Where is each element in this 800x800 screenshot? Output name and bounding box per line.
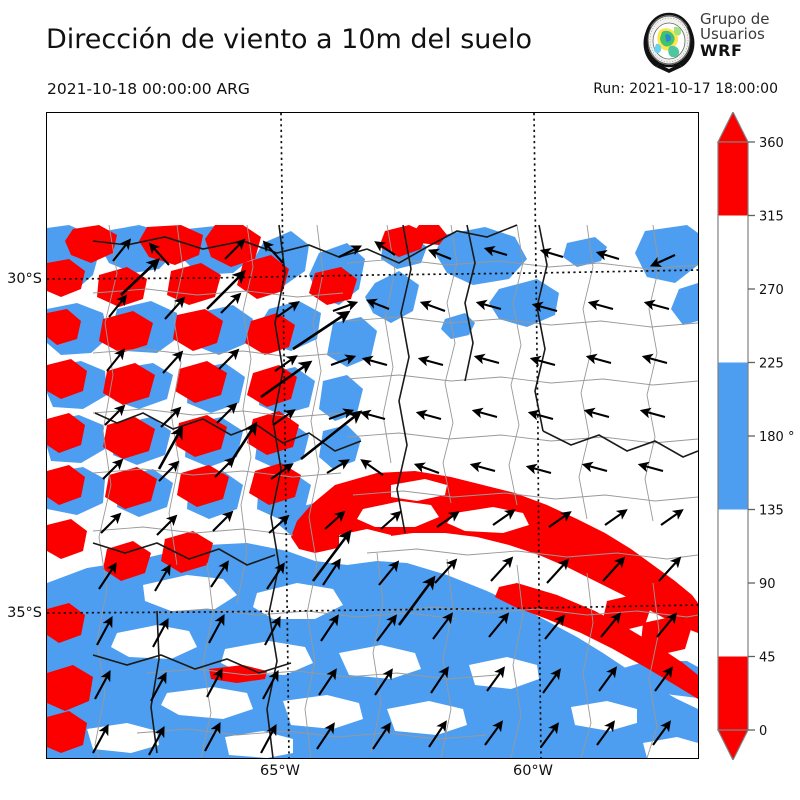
- colorbar[interactable]: 360 315 270 225 180 135 90 45 0 °: [710, 112, 800, 760]
- logo-line-2: Usuarios: [700, 25, 765, 44]
- lat-label-35s: 35°S: [7, 605, 42, 621]
- valid-time-label: 2021-10-18 00:00:00 ARG: [47, 80, 250, 98]
- cb-tick-45: 45: [759, 651, 776, 666]
- wind-direction-map[interactable]: [47, 113, 698, 758]
- wrf-user-group-logo: Grupo de Usuarios WRF: [640, 10, 792, 74]
- lon-label-60w: 60°W: [512, 763, 554, 779]
- cb-tick-90: 90: [759, 577, 776, 592]
- cb-tick-315: 315: [759, 210, 784, 225]
- wrf-seal-icon: [640, 12, 698, 74]
- cb-tick-270: 270: [759, 283, 784, 298]
- cb-tick-0: 0: [759, 724, 767, 739]
- map-plot-area[interactable]: [46, 112, 699, 759]
- logo-line-1: Grupo de: [700, 10, 770, 28]
- cb-tick-135: 135: [759, 504, 784, 519]
- run-time-label: Run: 2021-10-17 18:00:00: [593, 81, 778, 97]
- colorbar-unit-label: °: [788, 430, 795, 445]
- lon-label-65w: 65°W: [259, 763, 301, 779]
- logo-line-3: WRF: [700, 40, 743, 60]
- lat-label-30s: 30°S: [7, 271, 42, 287]
- cb-tick-225: 225: [759, 357, 784, 372]
- page-title: Dirección de viento a 10m del suelo: [46, 24, 533, 55]
- logo-text: Grupo de Usuarios WRF: [700, 10, 792, 60]
- cb-tick-180: 180: [759, 430, 784, 445]
- cb-tick-360: 360: [759, 136, 784, 151]
